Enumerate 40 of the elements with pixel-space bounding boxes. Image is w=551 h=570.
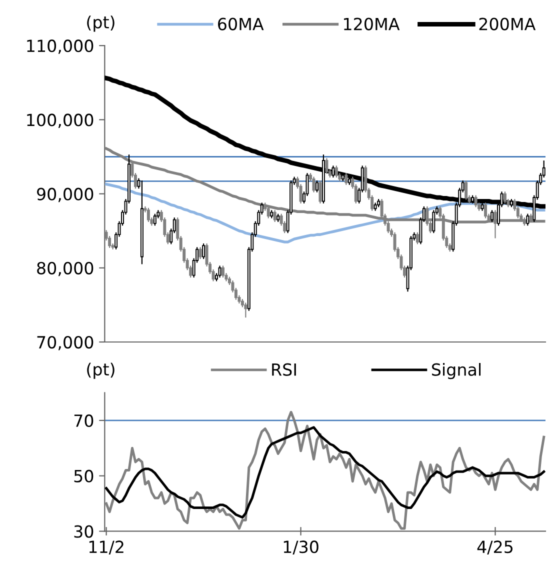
y-tick-label: 70 xyxy=(74,414,94,427)
legend-label: 60MA xyxy=(218,18,264,30)
y-tick-label: 100,000 xyxy=(27,114,94,128)
candlestick xyxy=(202,242,206,260)
y-tick-label: 80,000 xyxy=(37,262,94,276)
candlestick xyxy=(146,207,150,223)
candlestick xyxy=(474,194,478,208)
candlestick xyxy=(484,202,488,219)
candlestick xyxy=(266,206,270,219)
legend-label: RSI xyxy=(272,363,296,376)
candlestick xyxy=(325,158,328,174)
legend-label: Signal xyxy=(432,362,481,380)
candlestick xyxy=(503,191,506,204)
candlestick xyxy=(416,232,419,245)
y-tick-label: 30 xyxy=(74,525,94,538)
y-tick-label: 110,000 xyxy=(27,40,94,54)
candlestick xyxy=(334,165,338,178)
candlestick xyxy=(318,180,322,204)
candlestick xyxy=(153,213,156,226)
candlestick xyxy=(198,246,202,260)
line-series xyxy=(105,426,546,519)
x-tick-label: 11/2 xyxy=(89,540,124,554)
y-tick-label: 90,000 xyxy=(37,188,94,202)
x-tick-label: 4/25 xyxy=(477,540,513,554)
y-axis-title: (pt) xyxy=(87,16,114,32)
legend-label: 120MA xyxy=(344,18,400,30)
legend-label: 200MA xyxy=(479,18,536,30)
y-tick-label: 50 xyxy=(74,470,94,482)
y-axis-title: (pt) xyxy=(87,362,114,379)
candlestick xyxy=(464,180,468,200)
candlestick xyxy=(490,210,494,223)
candlestick xyxy=(432,210,436,234)
candlestick xyxy=(222,265,224,278)
candlestick xyxy=(344,172,348,186)
candlestick xyxy=(315,180,318,193)
candlestick xyxy=(332,165,335,178)
candlestick xyxy=(526,213,530,226)
x-tick-label: 1/30 xyxy=(284,540,318,554)
y-tick-label: 70,000 xyxy=(37,336,94,350)
candlestick xyxy=(244,302,248,318)
